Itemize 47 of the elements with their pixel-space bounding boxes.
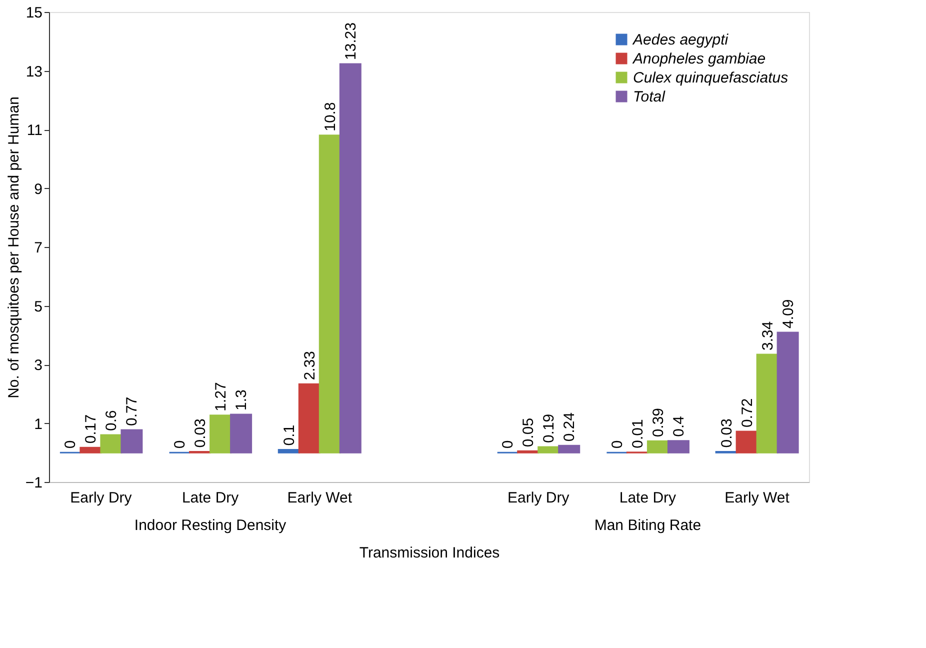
y-tick-label: 9 xyxy=(34,180,42,198)
x-tick-label: Late Dry xyxy=(619,490,677,506)
text: Man Biting Rate xyxy=(594,517,702,534)
y-tick-label: 13 xyxy=(26,63,42,80)
data-label: 10.8 xyxy=(322,102,339,132)
x-tick-label: Early Dry xyxy=(508,490,570,506)
data-label: 0.03 xyxy=(192,418,210,448)
x-tick-label: Early Wet xyxy=(287,490,353,506)
text: Indoor Resting Density xyxy=(134,517,287,534)
data-label: 1.27 xyxy=(212,382,230,412)
y-tick-label: 7 xyxy=(34,240,42,256)
y-tick-label: 15 xyxy=(26,4,42,22)
legend-label: Total xyxy=(633,88,666,106)
x-tick-label: Late Dry xyxy=(182,490,240,506)
data-label: 4.09 xyxy=(780,299,797,328)
data-label: 0.6 xyxy=(103,410,120,431)
data-label: 0.39 xyxy=(650,408,667,438)
legend-label: Culex quinquefasciatus xyxy=(633,70,789,86)
data-label: 0.72 xyxy=(738,398,756,428)
x-tick-label: Early Dry xyxy=(70,490,132,506)
data-label: 0.4 xyxy=(670,416,688,437)
y-tick-label: 5 xyxy=(34,298,42,316)
data-label: 0.19 xyxy=(540,414,558,444)
data-label: 0.17 xyxy=(82,414,100,444)
legend-label: Aedes aegypti xyxy=(632,32,729,48)
data-label: 1.3 xyxy=(233,390,250,410)
x-axis-title: Transmission Indices xyxy=(359,544,500,562)
data-label: 0 xyxy=(62,440,80,449)
data-label: 13.23 xyxy=(342,22,360,60)
data-label: 0.24 xyxy=(561,412,578,442)
y-tick-label: 3 xyxy=(34,357,42,374)
y-axis-title: No. of mosquitoes per House and per Human xyxy=(5,96,22,398)
y-tick-label: 11 xyxy=(26,122,42,139)
legend-label: Anopheles gambiae xyxy=(632,50,766,68)
x-tick-label: Early Wet xyxy=(724,490,790,506)
data-label: 0 xyxy=(172,440,189,449)
data-label: 0.01 xyxy=(629,419,646,448)
data-label: 0.05 xyxy=(520,418,538,448)
data-label: 0 xyxy=(500,440,517,449)
y-tick-label: 1 xyxy=(34,416,42,433)
data-label: 0 xyxy=(608,440,626,449)
y-tick-label: −1 xyxy=(25,474,42,492)
data-label: 0.1 xyxy=(280,424,298,446)
data-label: 2.33 xyxy=(301,350,318,380)
data-label: 3.34 xyxy=(759,321,776,351)
data-label: 0.03 xyxy=(718,418,736,448)
data-label: 0.77 xyxy=(124,396,141,426)
